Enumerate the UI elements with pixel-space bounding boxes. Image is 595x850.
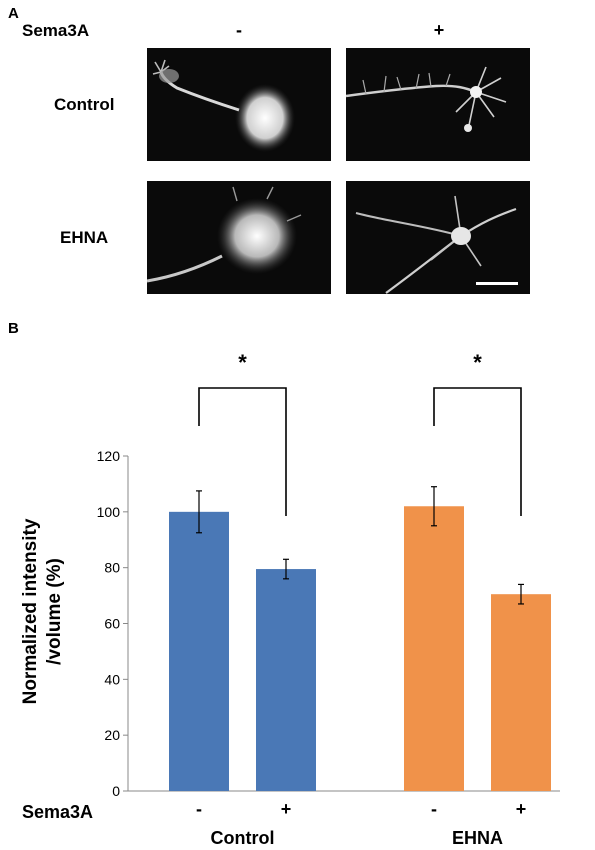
bar-chart: 0 20 40 60 80 100 120 Normalized intensity/volu… [20,350,560,848]
y-tick-label: 20 [104,727,120,743]
significance-bracket [433,387,522,516]
y-tick-label: 60 [104,616,120,632]
sema3a-header-label: Sema3A [22,21,90,40]
y-axis-label: /volume (%) [44,558,65,665]
x-category-label: - [196,799,202,819]
x-row-label: Sema3A [22,802,93,822]
significance-star: * [238,350,247,375]
significance-bracket [198,387,287,516]
x-group-label: EHNA [452,828,503,848]
bar [404,506,464,791]
bar [169,511,229,791]
panel-a-letter: A [8,5,19,22]
y-tick-label: 0 [112,783,120,799]
x-category-label: - [431,799,437,819]
panel-b-letter: B [8,320,19,337]
bar [256,569,316,791]
x-category-label: + [281,799,292,819]
row-ehna-label: EHNA [60,228,109,247]
scale-bar [476,282,518,285]
y-axis-label: Normalized intensity [20,518,41,704]
micrograph-ehna-minus [147,181,331,294]
significance-star: * [473,350,482,375]
y-tick-label: 120 [97,448,121,464]
y-tick-label: 100 [97,504,121,520]
bar [491,594,551,791]
row-control-label: Control [54,95,115,114]
y-tick-label: 80 [104,560,120,576]
column-plus-label: + [433,20,445,40]
y-tick-label: 40 [104,671,120,687]
micrograph-control-minus [147,48,331,161]
column-minus-label: - [236,20,242,40]
x-group-label: Control [211,828,275,848]
micrograph-control-plus [346,48,530,161]
x-category-label: + [516,799,527,819]
micrograph-ehna-plus [346,181,530,294]
